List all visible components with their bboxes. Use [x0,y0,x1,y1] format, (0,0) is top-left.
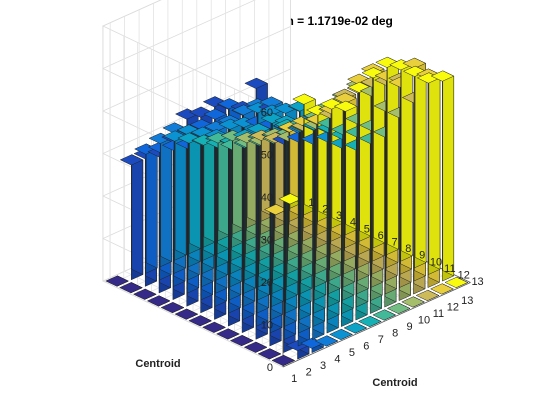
bar [188,315,213,327]
x-tick-label: 12 [447,301,459,313]
y-axis-label: Centroid [135,358,180,370]
z-tick-label: 0 [267,362,273,374]
bar [162,130,187,261]
bar [415,289,440,301]
bar [257,348,282,360]
bar [401,296,425,308]
x-tick-label: 13 [461,295,473,307]
y-tick-label: 11 [444,263,455,275]
x-tick-label: 8 [392,327,398,339]
bar [177,132,202,255]
bar [202,321,226,333]
z-tick-label: 50 [261,150,273,162]
x-tick-label: 6 [363,340,369,352]
bar [229,335,254,347]
bar [430,283,454,295]
bar [220,129,245,235]
y-tick-label: 10 [430,256,442,268]
bar [119,282,143,294]
bars-layer [105,56,469,366]
x-tick-label: 5 [349,347,355,359]
bar [216,328,240,340]
z-tick-label: 30 [261,235,273,247]
z-tick-label: 60 [261,107,273,119]
bar [243,341,268,353]
x-tick-label: 3 [320,360,326,372]
x-tick-label: 1 [291,373,297,385]
y-tick-label: 7 [391,237,397,249]
z-tick-label: 10 [261,320,273,332]
bar [271,354,296,366]
bar [402,65,427,269]
bar [119,154,144,281]
x-tick-label: 7 [378,334,384,346]
bar [148,132,173,268]
bar [357,315,382,327]
bar [191,134,216,248]
bar [235,131,259,229]
bar [372,309,397,321]
bar [444,276,469,288]
bar [134,143,158,274]
y-tick-label: 9 [419,250,425,262]
y-tick-label: 6 [378,230,384,242]
bar [132,288,157,300]
bar [416,72,441,275]
y-tick-label: 3 [336,210,342,222]
bar [361,67,386,249]
z-tick-label: 20 [261,277,273,289]
x-tick-label: 2 [306,366,312,378]
bar [329,328,353,340]
bar [386,302,411,314]
x-axis-label: Centroid [372,377,417,389]
x-tick-label: 4 [334,353,340,365]
x-tick-label: 9 [407,321,413,333]
y-tick-label: 8 [405,243,411,255]
y-tick-label: 12 [458,270,470,282]
bar [430,70,455,282]
z-tick-label: 40 [261,192,273,204]
y-tick-label: 4 [350,217,356,229]
tick-labels-layer: 0102030405060123456789101112131234567891… [261,107,484,385]
bar [174,308,199,320]
x-axis-line [282,282,471,368]
bar [160,302,185,314]
bar [314,335,339,347]
y-tick-label: 13 [471,276,483,288]
z-gridline [102,0,284,113]
y-tick-label: 1 [308,197,314,209]
x-tick-label: 10 [418,314,430,326]
bar [343,322,368,334]
bar [146,295,171,307]
x-tick-label: 11 [433,308,444,320]
y-tick-label: 2 [322,203,328,215]
y-tick-label: 5 [364,223,370,235]
bar [105,275,129,287]
